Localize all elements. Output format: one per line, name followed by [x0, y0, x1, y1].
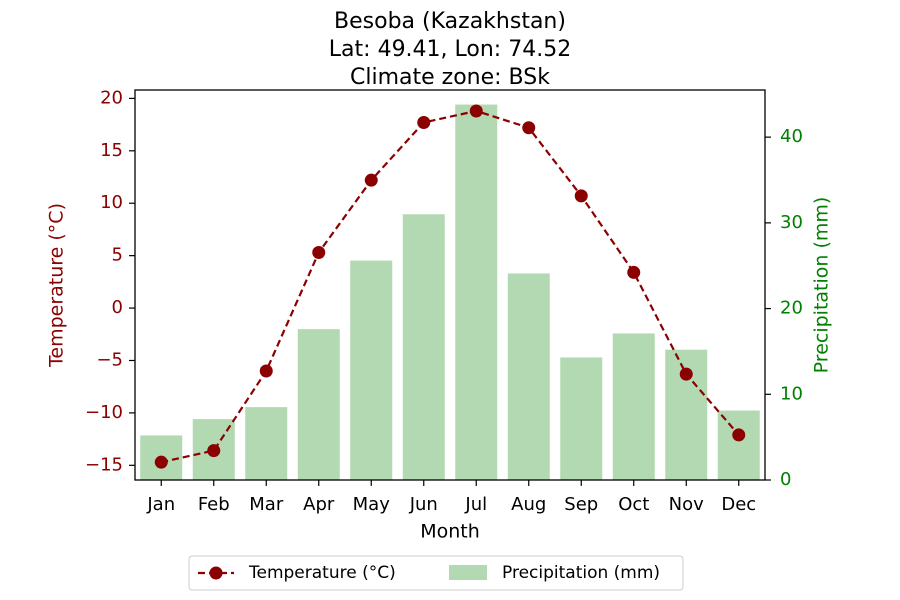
y-left-tick-label: 10: [100, 192, 123, 213]
y-left-tick-label: 5: [112, 245, 123, 266]
y-axis-right-label: Precipitation (mm): [811, 197, 833, 374]
x-axis: Jan Feb Mar Apr May Jun Jul Aug Sep Oct Nov Dec: [146, 480, 756, 515]
precipitation-bar-aug: [507, 273, 550, 480]
x-tick-label-jan: Jan: [146, 494, 175, 515]
temperature-point-apr: [312, 246, 326, 259]
x-tick-label-apr: Apr: [303, 494, 335, 515]
precipitation-bar-dec: [717, 410, 760, 480]
chart-title-line-2: Lat: 49.41, Lon: 74.52: [329, 37, 571, 62]
temperature-point-feb: [207, 444, 221, 458]
x-tick-label-oct: Oct: [618, 494, 649, 515]
x-tick-label-mar: Mar: [249, 494, 284, 515]
x-tick-label-may: May: [353, 494, 391, 515]
chart-title-line-3: Climate zone: BSk: [350, 65, 550, 90]
temperature-point-may: [364, 173, 378, 187]
legend-box: [188, 555, 684, 591]
y-right-tick-label: 10: [780, 383, 803, 404]
temperature-point-nov: [679, 367, 693, 381]
y-right-tick-label: 20: [780, 298, 803, 319]
legend-temperature-label: Temperature (°C): [248, 563, 396, 583]
x-axis-label: Month: [420, 521, 480, 543]
x-tick-label-aug: Aug: [511, 494, 546, 515]
chart-title-line-1: Besoba (Kazakhstan): [334, 9, 566, 34]
temperature-point-jan: [154, 455, 168, 469]
x-tick-label-jul: Jul: [464, 494, 487, 515]
plot-frame: [134, 89, 766, 481]
y-axis-right: 0 10 20 30 40: [765, 126, 803, 490]
y-right-tick-label: 40: [780, 126, 803, 147]
y-axis-left-label: Temperature (°C): [46, 203, 68, 368]
temperature-point-sep: [574, 189, 588, 203]
x-tick-label-jun: Jun: [409, 494, 438, 515]
precipitation-bar-may: [350, 260, 393, 480]
y-left-tick-label: −5: [96, 349, 123, 370]
temperature-point-jun: [417, 116, 431, 129]
legend: Temperature (°C) Precipitation (mm): [188, 555, 684, 591]
precipitation-bar-apr: [297, 329, 340, 480]
x-tick-label-nov: Nov: [669, 494, 704, 515]
y-left-tick-label: 20: [100, 87, 123, 108]
precipitation-bars: [140, 104, 760, 481]
y-left-tick-label: −15: [85, 454, 123, 475]
precipitation-bar-sep: [560, 357, 603, 480]
x-tick-label-dec: Dec: [721, 494, 756, 515]
x-tick-label-sep: Sep: [564, 494, 598, 515]
temperature-point-dec: [732, 428, 746, 442]
y-right-tick-label: 30: [780, 212, 803, 233]
legend-temperature-marker: [209, 566, 223, 580]
y-axis-left: −15 −10 −5 0 5 10 15 20: [85, 87, 135, 475]
precipitation-bar-jul: [455, 104, 498, 481]
temperature-line: [161, 109, 740, 464]
precipitation-bar-mar: [245, 407, 288, 480]
temperature-point-oct: [627, 265, 641, 279]
temperature-point-aug: [522, 121, 536, 135]
temperature-point-mar: [259, 364, 273, 378]
y-left-tick-label: 0: [112, 297, 123, 318]
temperature-series: [154, 104, 746, 469]
legend-precipitation-swatch: [449, 565, 487, 580]
precipitation-bar-oct: [612, 333, 655, 480]
y-left-tick-label: −10: [85, 402, 123, 423]
y-right-tick-label: 0: [780, 469, 791, 490]
chart-title: Besoba (Kazakhstan) Lat: 49.41, Lon: 74.…: [329, 9, 571, 90]
temperature-point-jul: [469, 104, 483, 118]
x-tick-label-feb: Feb: [198, 494, 230, 515]
y-left-tick-label: 15: [100, 140, 123, 161]
precipitation-bar-jun: [402, 214, 445, 481]
legend-precipitation-label: Precipitation (mm): [502, 563, 660, 583]
